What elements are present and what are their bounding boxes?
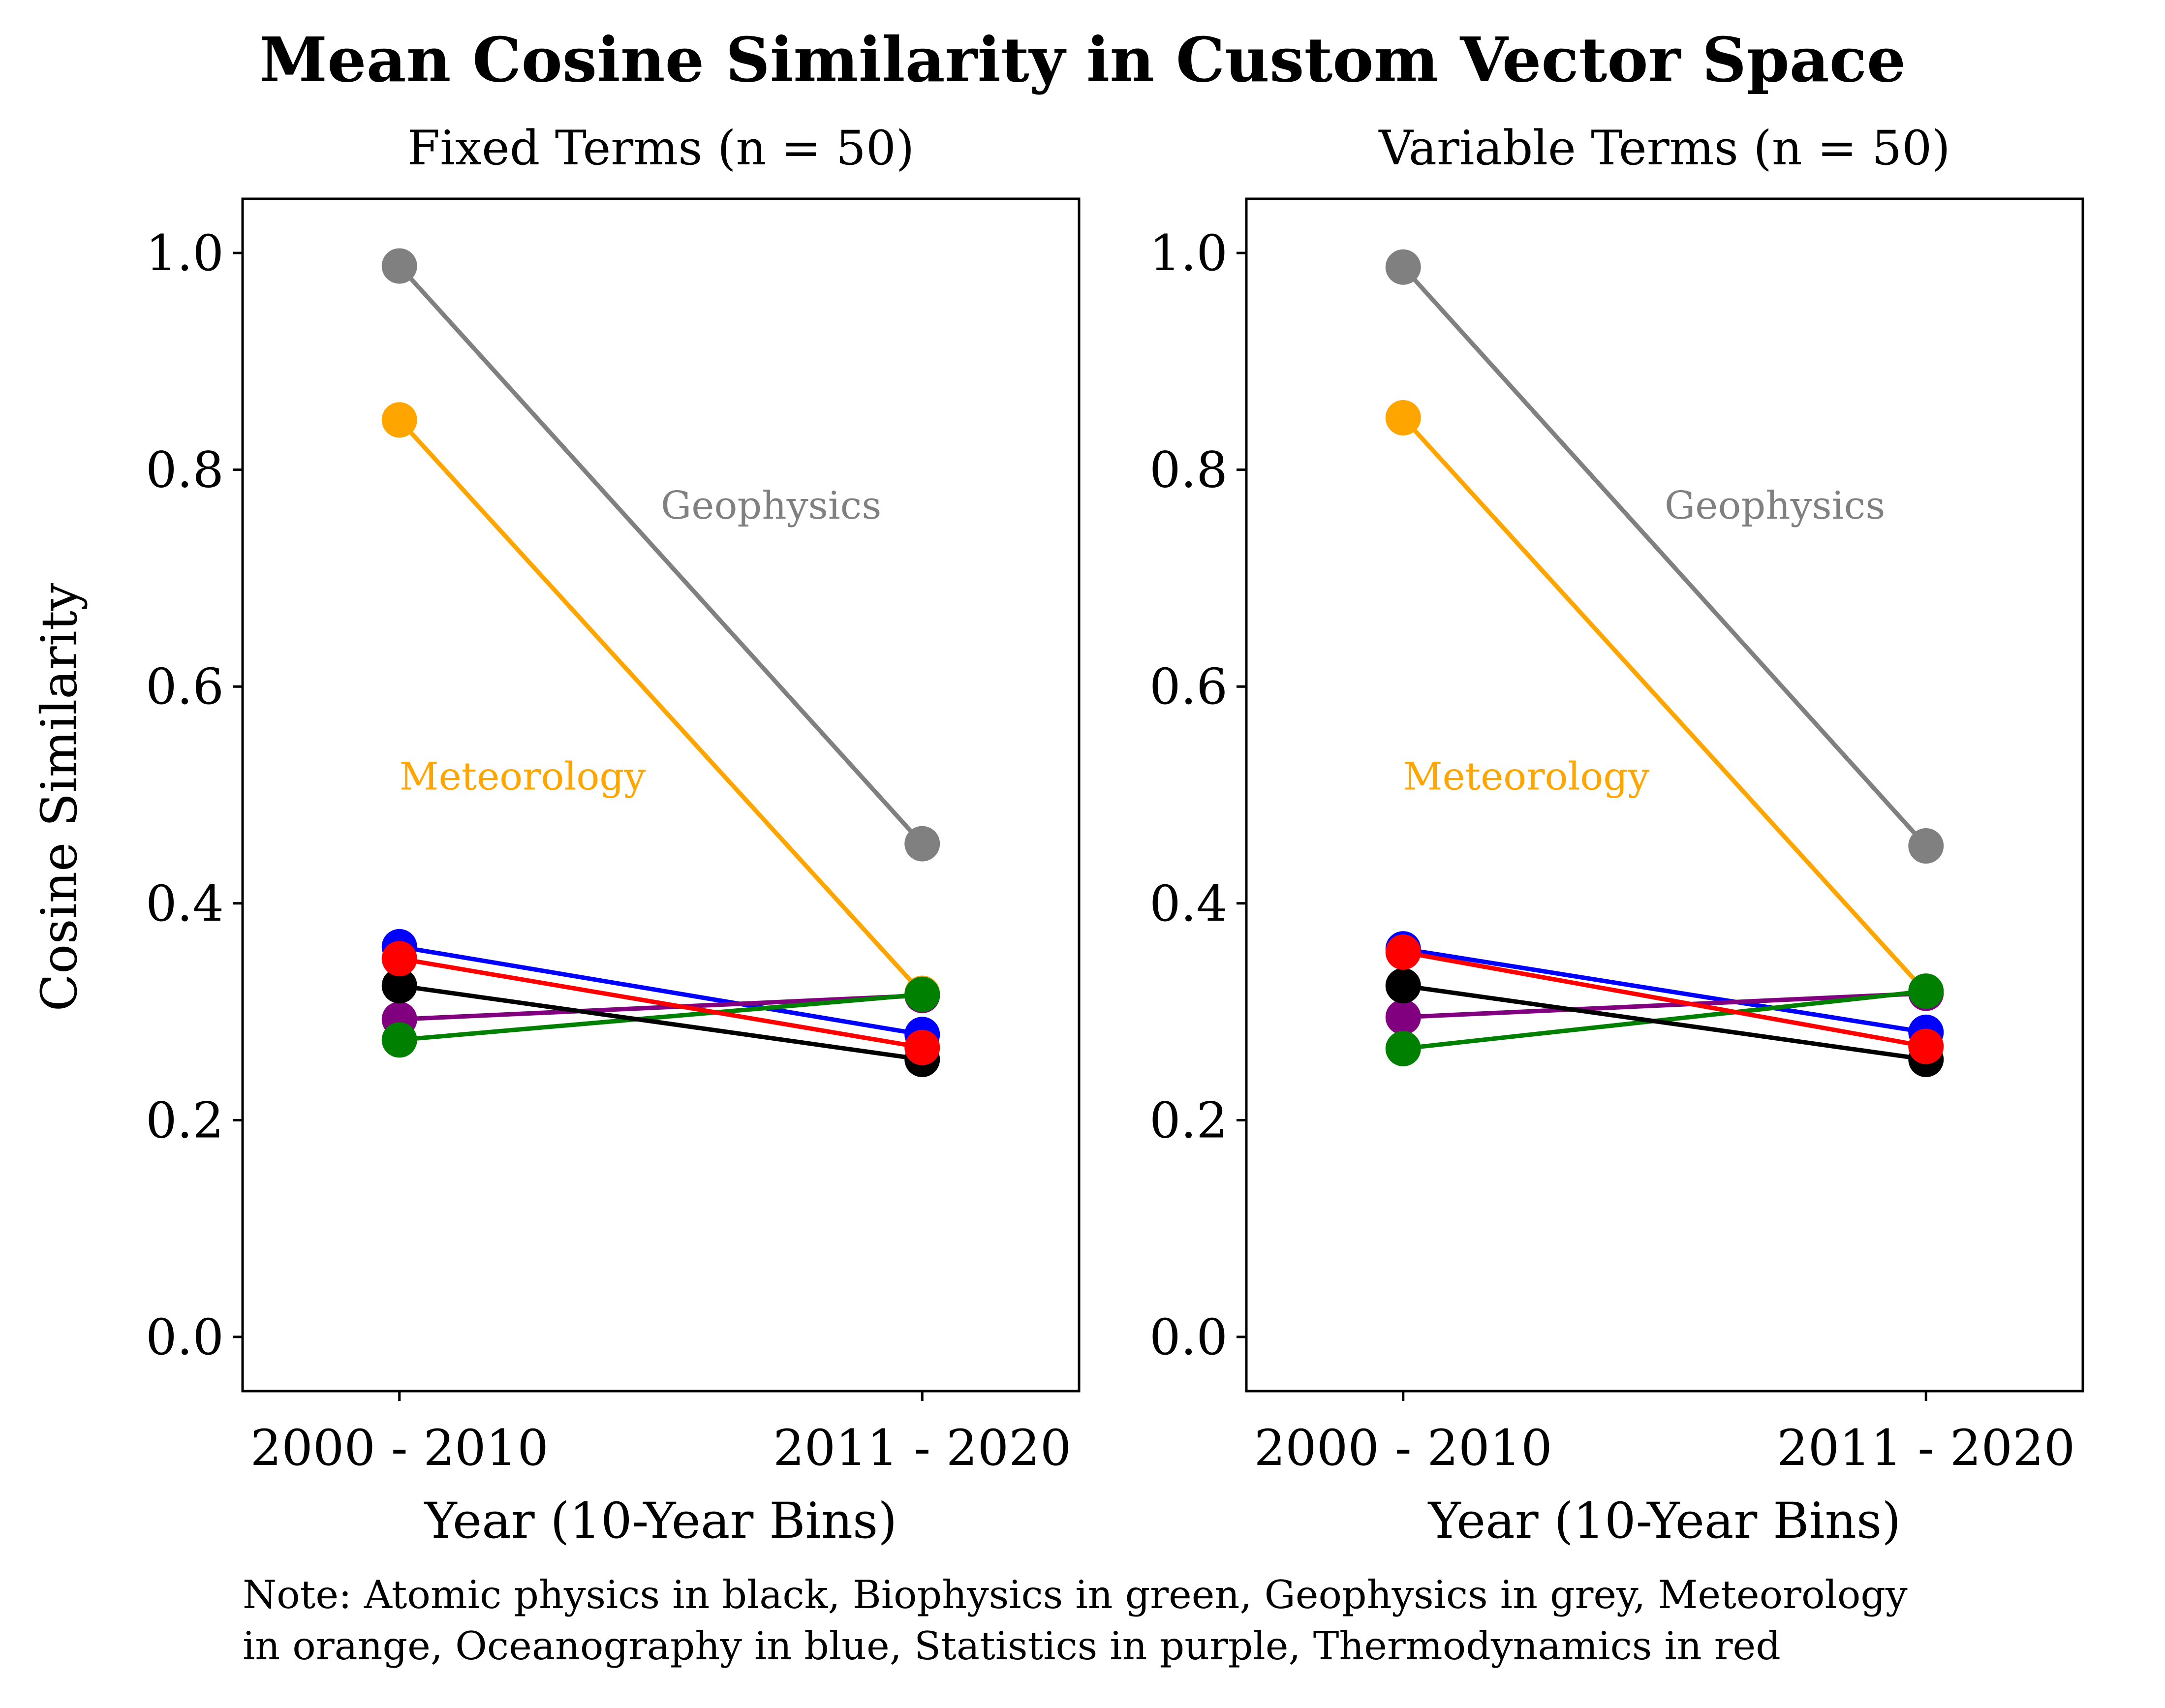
x-axis-label: Year (10-Year Bins) — [424, 1492, 897, 1550]
series-line — [399, 944, 923, 1037]
series-line — [1401, 416, 1928, 994]
panel-fixed-terms: Fixed Terms (n = 50) 0.0 0.2 0.4 0.6 0.8 1.0 20… — [146, 121, 1081, 1550]
data-point — [1385, 999, 1421, 1035]
series-line — [399, 983, 923, 1062]
series-line — [398, 264, 924, 845]
data-point — [1385, 968, 1421, 1004]
series-line — [399, 956, 923, 1050]
chart-title: Mean Cosine Similarity in Custom Vector … — [259, 24, 1906, 96]
y-tick-label: 0.8 — [1149, 441, 1228, 499]
panel-variable-terms: Variable Terms (n = 50) 0.0 0.2 0.4 0.6 0.8 1.… — [1149, 121, 2084, 1550]
y-tick-label: 0.2 — [1149, 1091, 1228, 1149]
y-tick-label: 0.6 — [146, 658, 224, 715]
series-annotation: Meteorology — [1403, 754, 1650, 799]
y-tick-label: 1.0 — [1149, 224, 1228, 282]
plot-frame — [1245, 197, 2084, 1393]
data-point — [1908, 828, 1944, 864]
data-point — [1908, 1028, 1944, 1064]
series-line — [1403, 989, 1926, 1051]
y-tick-label: 0.4 — [146, 875, 224, 932]
note-line-2: in orange, Oceanography in blue, Statist… — [243, 1623, 1781, 1669]
data-point — [904, 976, 940, 1012]
y-tick-label: 0.0 — [1149, 1308, 1228, 1366]
series-line — [1403, 991, 1926, 1020]
data-point — [381, 941, 417, 977]
data-point — [381, 402, 417, 438]
series-line — [398, 418, 924, 995]
y-tick-label: 0.8 — [146, 441, 224, 499]
x-tick-label: 2011 - 2020 — [773, 1419, 1071, 1477]
y-tick-label: 1.0 — [146, 224, 224, 282]
panel-subtitle: Fixed Terms (n = 50) — [407, 121, 915, 176]
data-point — [904, 826, 940, 862]
y-tick-label: 0.0 — [146, 1308, 224, 1366]
y-tick-label: 0.6 — [1149, 658, 1228, 715]
series-annotation: Geophysics — [1665, 484, 1885, 528]
data-point — [904, 1029, 940, 1065]
series-line — [1401, 265, 1928, 848]
plot-frame — [241, 197, 1081, 1393]
note-line-1: Note: Atomic physics in black, Biophysic… — [243, 1572, 1908, 1617]
data-point — [381, 248, 417, 284]
panel-subtitle: Variable Terms (n = 50) — [1378, 121, 1950, 176]
y-tick-label: 0.4 — [1149, 875, 1228, 932]
series-annotation: Geophysics — [661, 484, 881, 528]
series-line — [399, 992, 923, 1042]
y-tick-label: 0.2 — [146, 1091, 224, 1149]
data-point — [1908, 973, 1944, 1009]
y-axis-label: Cosine Similarity — [31, 583, 88, 1011]
data-point — [1385, 249, 1421, 285]
data-point — [1385, 400, 1421, 435]
x-tick-label: 2000 - 2010 — [1254, 1419, 1552, 1477]
data-point — [381, 968, 417, 1004]
data-point — [1385, 934, 1421, 970]
series-line — [1403, 946, 1926, 1035]
series-annotation: Meteorology — [400, 754, 646, 799]
data-point — [1385, 1030, 1421, 1066]
series-line — [1403, 983, 1926, 1062]
data-point — [381, 1022, 417, 1058]
series-line — [399, 993, 923, 1022]
series-line — [1402, 950, 1927, 1049]
x-axis-label: Year (10-Year Bins) — [1427, 1492, 1901, 1550]
x-tick-label: 2011 - 2020 — [1777, 1419, 2075, 1477]
x-tick-label: 2000 - 2010 — [250, 1419, 549, 1477]
